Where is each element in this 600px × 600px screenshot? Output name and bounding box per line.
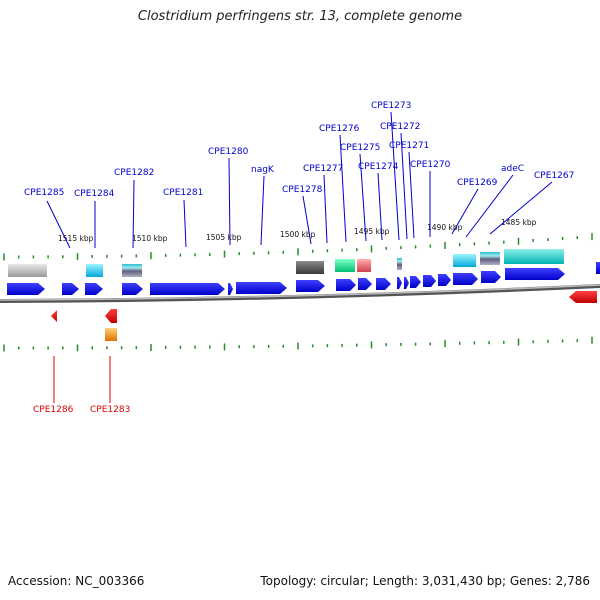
gene-arrow[interactable] bbox=[122, 283, 143, 295]
gene-label[interactable]: CPE1267 bbox=[534, 171, 574, 181]
scale-label: 1490 kbp bbox=[427, 223, 463, 232]
gene-arrow[interactable] bbox=[85, 283, 103, 295]
gene-arrow[interactable] bbox=[358, 278, 372, 290]
gene-arrow[interactable] bbox=[150, 283, 225, 295]
gene-arrow[interactable] bbox=[569, 291, 597, 303]
gene-arrow[interactable] bbox=[596, 262, 600, 274]
genome-backbone bbox=[0, 284, 600, 303]
gene-label[interactable]: CPE1277 bbox=[303, 164, 343, 174]
gene-label[interactable]: CPE1285 bbox=[24, 188, 64, 198]
genome-title: Clostridium perfringens str. 13, complet… bbox=[137, 9, 463, 24]
genome-backbone-highlight bbox=[0, 284, 600, 301]
gene-arrow[interactable] bbox=[410, 276, 421, 288]
reverse-genes bbox=[51, 291, 597, 341]
forward-gene-labels: CPE1285 CPE1284 CPE1282 CPE1281 CPE1280 … bbox=[24, 101, 574, 199]
feature-block bbox=[105, 328, 117, 341]
gene-label[interactable]: CPE1269 bbox=[457, 178, 498, 188]
scale-label: 1505 kbp bbox=[206, 233, 242, 242]
gene-label[interactable]: CPE1281 bbox=[163, 188, 203, 198]
callout-lines bbox=[46, 111, 553, 403]
feature-block bbox=[453, 254, 476, 267]
gene-label[interactable]: CPE1283 bbox=[90, 405, 130, 415]
scale-label: 1485 kbp bbox=[501, 218, 537, 227]
gene-arrow[interactable] bbox=[336, 279, 356, 291]
feature-block bbox=[357, 259, 371, 272]
gene-label[interactable]: adeC bbox=[501, 164, 524, 174]
reverse-gene-labels: CPE1286 CPE1283 bbox=[33, 405, 130, 415]
gene-label[interactable]: CPE1271 bbox=[389, 141, 429, 151]
gene-arrow[interactable] bbox=[105, 309, 117, 323]
feature-block bbox=[480, 252, 500, 265]
feature-block bbox=[335, 259, 355, 272]
gene-label[interactable]: CPE1273 bbox=[371, 101, 411, 111]
gene-label[interactable]: CPE1272 bbox=[380, 122, 420, 132]
gene-label[interactable]: CPE1282 bbox=[114, 168, 154, 178]
gene-arrow[interactable] bbox=[453, 273, 478, 285]
gene-arrow[interactable] bbox=[505, 268, 565, 280]
gene-label[interactable]: CPE1276 bbox=[319, 124, 360, 134]
gene-arrow[interactable] bbox=[296, 280, 325, 292]
gene-label[interactable]: CPE1280 bbox=[208, 147, 249, 157]
accession-text: Accession: NC_003366 bbox=[8, 574, 145, 588]
gene-arrow[interactable] bbox=[423, 275, 436, 287]
forward-genes bbox=[7, 262, 600, 295]
gene-arrow[interactable] bbox=[7, 283, 45, 295]
feature-track bbox=[8, 249, 564, 277]
gene-label[interactable]: CPE1270 bbox=[410, 160, 451, 170]
gene-arrow[interactable] bbox=[404, 277, 409, 289]
gene-arrow[interactable] bbox=[228, 283, 233, 295]
genome-summary: Topology: circular; Length: 3,031,430 bp… bbox=[260, 574, 590, 588]
tick-marks bbox=[3, 233, 593, 352]
gene-label[interactable]: CPE1284 bbox=[74, 189, 115, 199]
feature-block bbox=[296, 261, 324, 274]
scale-label: 1510 kbp bbox=[132, 234, 168, 243]
feature-block bbox=[397, 258, 402, 270]
gene-label[interactable]: CPE1278 bbox=[282, 185, 323, 195]
gene-label[interactable]: CPE1286 bbox=[33, 405, 74, 415]
scale-label: 1515 kbp bbox=[58, 234, 94, 243]
scale-label: 1495 kbp bbox=[354, 227, 390, 236]
gene-arrow[interactable] bbox=[397, 277, 402, 289]
gene-label[interactable]: CPE1275 bbox=[340, 143, 380, 153]
feature-block bbox=[86, 264, 103, 277]
gene-arrow[interactable] bbox=[51, 310, 57, 322]
gene-arrow[interactable] bbox=[62, 283, 79, 295]
feature-block bbox=[8, 264, 47, 277]
feature-block bbox=[504, 249, 564, 264]
gene-arrow[interactable] bbox=[376, 278, 391, 290]
gene-arrow[interactable] bbox=[481, 271, 501, 283]
feature-block bbox=[122, 264, 142, 277]
gene-label[interactable]: nagK bbox=[251, 165, 275, 175]
scale-label: 1500 kbp bbox=[280, 230, 316, 239]
gene-arrow[interactable] bbox=[236, 282, 287, 294]
gene-label[interactable]: CPE1274 bbox=[358, 162, 399, 172]
gene-arrow[interactable] bbox=[438, 274, 451, 286]
